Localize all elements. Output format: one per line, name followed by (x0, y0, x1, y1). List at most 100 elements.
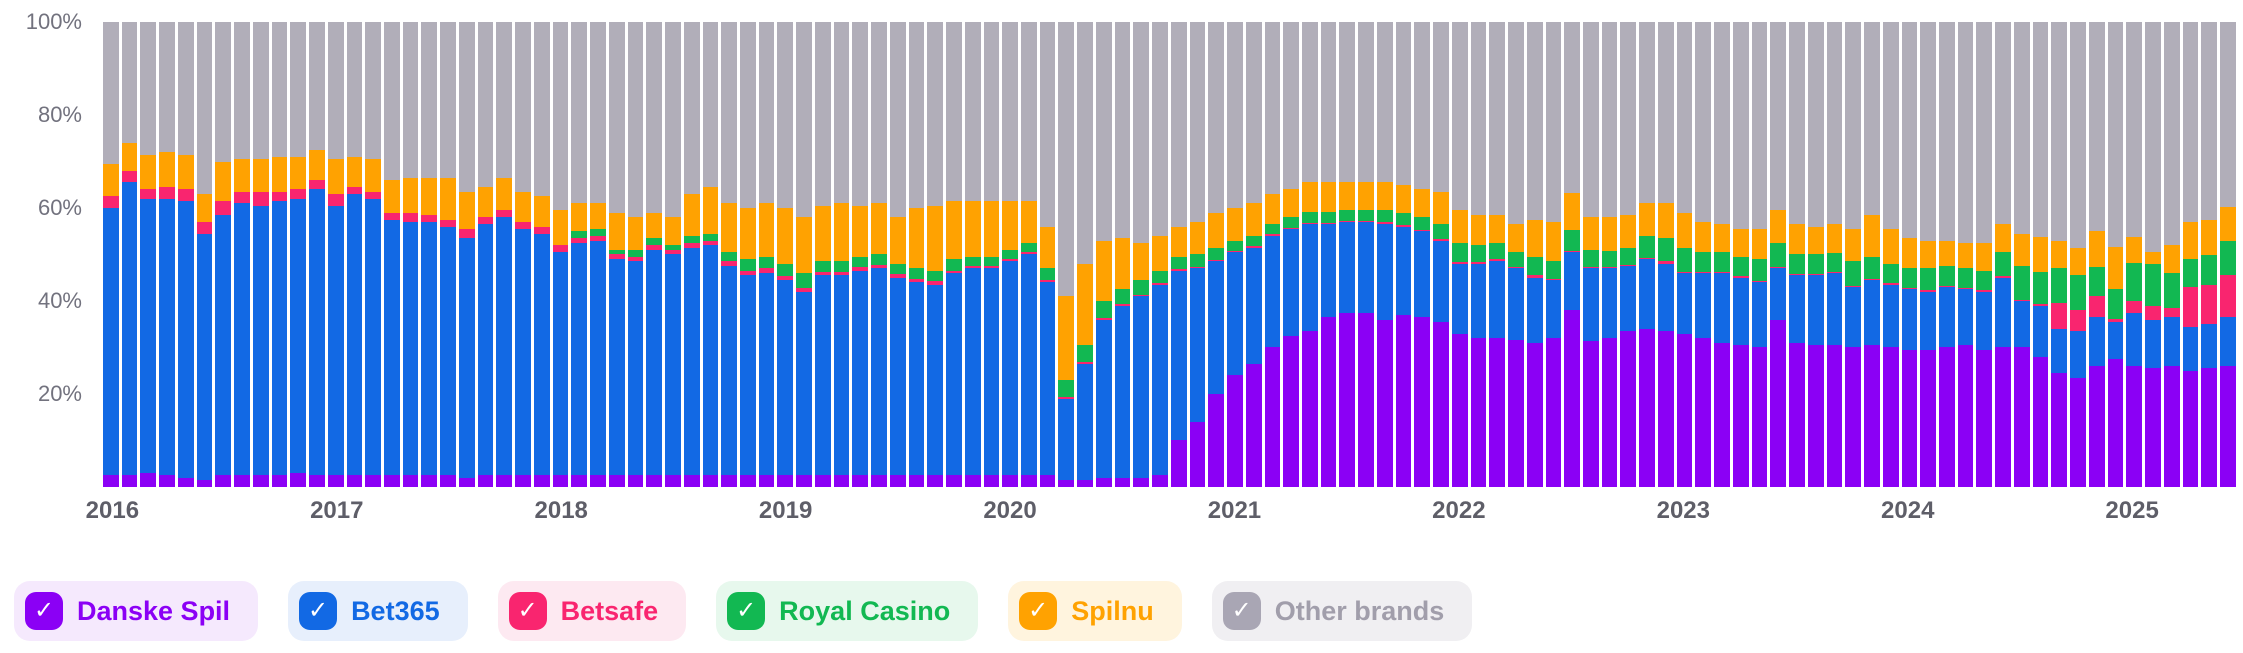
danske-spil-segment[interactable] (983, 475, 1000, 487)
other-brands-segment[interactable] (1583, 22, 1599, 218)
betsafe-segment[interactable] (2145, 305, 2161, 320)
spilnu-segment[interactable] (103, 163, 119, 197)
danske-spil-segment[interactable] (1789, 342, 1805, 487)
other-brands-segment[interactable] (927, 22, 944, 206)
bar-2024-03[interactable] (1938, 22, 1955, 487)
danske-spil-segment[interactable] (1208, 393, 1225, 487)
bar-2019-05[interactable] (852, 22, 869, 487)
bar-2020-11[interactable] (1189, 22, 1206, 487)
spilnu-segment[interactable] (1302, 182, 1318, 212)
spilnu-segment[interactable] (739, 208, 756, 260)
bet365-segment[interactable] (552, 252, 569, 476)
bar-2018-02[interactable] (571, 22, 588, 487)
betsafe-segment[interactable] (1039, 280, 1056, 283)
other-brands-segment[interactable] (121, 22, 138, 143)
bar-2019-01[interactable] (777, 22, 794, 487)
bar-2023-07[interactable] (1789, 22, 1805, 487)
betsafe-segment[interactable] (2201, 284, 2217, 325)
betsafe-segment[interactable] (627, 256, 644, 262)
bet365-segment[interactable] (2126, 312, 2143, 367)
bet365-segment[interactable] (1133, 296, 1150, 478)
betsafe-segment[interactable] (1320, 222, 1337, 225)
bet365-segment[interactable] (1002, 261, 1018, 476)
danske-spil-segment[interactable] (196, 480, 213, 487)
bet365-segment[interactable] (196, 233, 213, 480)
royal-casino-segment[interactable] (1395, 212, 1412, 226)
danske-spil-segment[interactable] (1245, 363, 1262, 487)
bar-2017-11[interactable] (515, 22, 531, 487)
spilnu-segment[interactable] (2032, 236, 2049, 272)
other-brands-segment[interactable] (1058, 22, 1075, 297)
spilnu-segment[interactable] (1433, 191, 1449, 225)
other-brands-segment[interactable] (215, 22, 232, 162)
bar-2024-01[interactable] (1901, 22, 1918, 487)
bar-2022-01[interactable] (1451, 22, 1468, 487)
other-brands-segment[interactable] (2070, 22, 2086, 248)
royal-casino-segment[interactable] (1864, 256, 1880, 279)
royal-casino-segment[interactable] (1320, 211, 1337, 223)
other-brands-segment[interactable] (1620, 22, 1637, 215)
other-brands-segment[interactable] (365, 22, 382, 160)
bet365-segment[interactable] (683, 247, 700, 476)
bar-2017-03[interactable] (365, 22, 382, 487)
betsafe-segment[interactable] (814, 271, 831, 276)
betsafe-segment[interactable] (271, 191, 288, 202)
royal-casino-segment[interactable] (889, 263, 906, 275)
betsafe-segment[interactable] (1620, 264, 1637, 267)
other-brands-segment[interactable] (871, 22, 887, 204)
bet365-segment[interactable] (1526, 277, 1543, 343)
betsafe-segment[interactable] (1714, 271, 1730, 274)
bar-2025-06[interactable] (2219, 22, 2236, 487)
bar-2025-02[interactable] (2145, 22, 2161, 487)
bar-2019-06[interactable] (871, 22, 887, 487)
betsafe-segment[interactable] (1227, 250, 1243, 253)
bet365-segment[interactable] (1695, 273, 1712, 339)
danske-spil-segment[interactable] (590, 475, 606, 487)
bar-2019-02[interactable] (796, 22, 812, 487)
other-brands-segment[interactable] (1545, 22, 1562, 222)
royal-casino-segment[interactable] (1133, 280, 1150, 295)
other-brands-segment[interactable] (177, 22, 194, 155)
danske-spil-segment[interactable] (1414, 317, 1431, 487)
bet365-segment[interactable] (627, 261, 644, 476)
other-brands-segment[interactable] (1152, 22, 1168, 236)
legend-chip-other-brands[interactable]: ✓ Other brands (1211, 581, 1473, 641)
spilnu-segment[interactable] (215, 161, 232, 202)
bet365-segment[interactable] (1095, 319, 1112, 478)
bar-2022-11[interactable] (1639, 22, 1655, 487)
other-brands-segment[interactable] (1039, 22, 1056, 227)
royal-casino-segment[interactable] (796, 273, 812, 288)
danske-spil-segment[interactable] (1077, 480, 1093, 487)
danske-spil-segment[interactable] (327, 475, 344, 487)
bet365-segment[interactable] (1601, 268, 1618, 339)
betsafe-segment[interactable] (159, 187, 175, 199)
bar-2019-07[interactable] (889, 22, 906, 487)
betsafe-segment[interactable] (927, 280, 944, 285)
royal-casino-segment[interactable] (758, 256, 775, 269)
danske-spil-segment[interactable] (346, 475, 363, 487)
betsafe-segment[interactable] (1564, 250, 1581, 253)
spilnu-segment[interactable] (177, 154, 194, 190)
betsafe-segment[interactable] (1376, 221, 1393, 225)
bet365-segment[interactable] (814, 275, 831, 476)
other-brands-segment[interactable] (983, 22, 1000, 202)
danske-spil-segment[interactable] (290, 473, 307, 487)
danske-spil-segment[interactable] (140, 473, 157, 487)
betsafe-segment[interactable] (327, 194, 344, 206)
bet365-segment[interactable] (1657, 263, 1674, 332)
danske-spil-segment[interactable] (1020, 475, 1037, 487)
betsafe-segment[interactable] (1414, 229, 1431, 232)
other-brands-segment[interactable] (1245, 22, 1262, 204)
betsafe-segment[interactable] (1170, 269, 1187, 271)
royal-casino-segment[interactable] (1264, 224, 1281, 235)
spilnu-segment[interactable] (1283, 189, 1299, 218)
other-brands-segment[interactable] (1826, 22, 1843, 225)
betsafe-segment[interactable] (121, 170, 138, 183)
danske-spil-segment[interactable] (1039, 475, 1056, 487)
bet365-segment[interactable] (1376, 224, 1393, 320)
bet365-segment[interactable] (590, 240, 606, 476)
other-brands-segment[interactable] (814, 22, 831, 206)
spilnu-segment[interactable] (1508, 224, 1524, 253)
bar-2017-02[interactable] (346, 22, 363, 487)
danske-spil-segment[interactable] (159, 475, 175, 487)
